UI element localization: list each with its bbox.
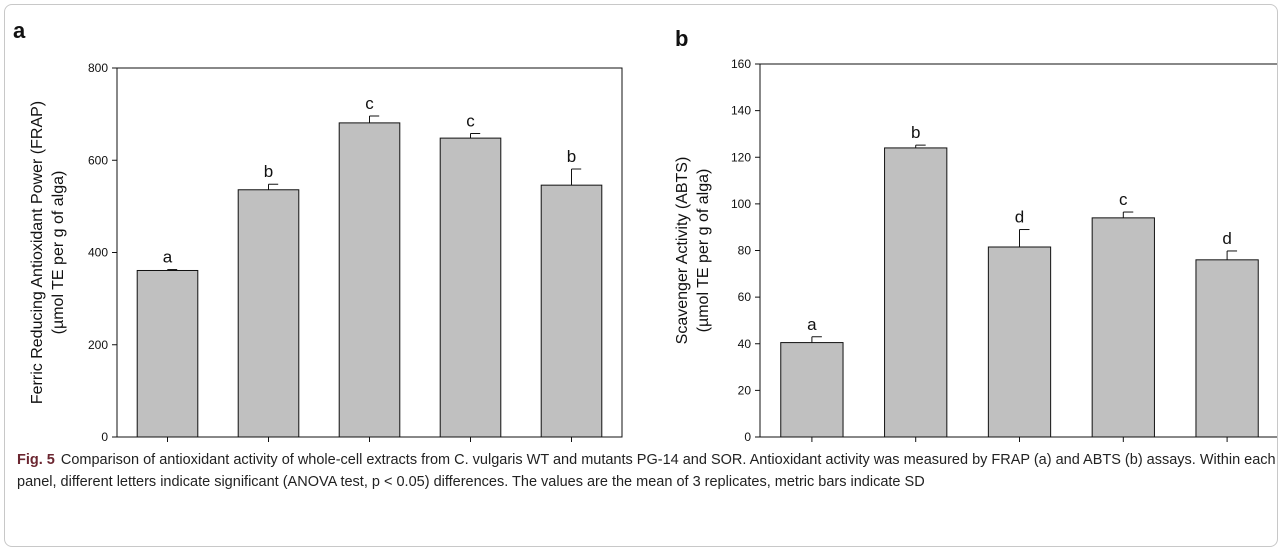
significance-label: d	[1015, 208, 1024, 227]
bar	[136, 269, 199, 438]
significance-label: c	[466, 111, 475, 130]
significance-label: d	[1222, 229, 1231, 248]
significance-label: b	[567, 147, 576, 166]
panel-letter-b: b	[675, 26, 688, 51]
bar	[439, 137, 502, 438]
caption-text: Comparison of antioxidant activity of wh…	[17, 452, 1276, 490]
chart-canvas: a0200400600800WTaPG-14bSOR-1cSOR-5cSOR-6…	[13, 18, 1277, 444]
y-tick-label: 80	[738, 244, 752, 258]
figure: a0200400600800WTaPG-14bSOR-1cSOR-5cSOR-6…	[4, 4, 1278, 547]
figure-caption: Fig. 5 Comparison of antioxidant activity…	[17, 449, 1277, 493]
y-tick-label: 800	[88, 61, 108, 75]
y-tick-label: 200	[88, 338, 108, 352]
significance-label: c	[365, 94, 374, 113]
y-tick-label: 0	[101, 430, 108, 444]
y-axis-title: Scavenger Activity (ABTS)	[674, 157, 691, 345]
y-tick-label: 40	[738, 337, 752, 351]
bar	[540, 184, 603, 438]
significance-label: a	[807, 315, 817, 334]
significance-label: c	[1119, 190, 1128, 209]
significance-label: b	[911, 123, 920, 142]
y-tick-label: 0	[744, 430, 751, 444]
figure-label: Fig. 5	[17, 452, 55, 468]
bar	[884, 147, 948, 438]
y-tick-label: 600	[88, 153, 108, 167]
significance-label: a	[163, 248, 173, 267]
y-tick-label: 160	[731, 57, 751, 71]
y-axis-title: Ferric Reducing Antioxidant Power (FRAP)	[29, 101, 46, 404]
bar	[338, 122, 401, 438]
y-tick-label: 140	[731, 104, 751, 118]
y-tick-label: 20	[738, 383, 752, 397]
bar	[237, 189, 300, 438]
bar	[780, 342, 844, 438]
y-axis-subtitle: (µmol TE per g of alga)	[50, 171, 67, 335]
bar	[1195, 259, 1259, 438]
y-tick-label: 100	[731, 197, 751, 211]
significance-label: b	[264, 162, 273, 181]
y-tick-label: 120	[731, 150, 751, 164]
panel-letter-a: a	[13, 18, 26, 43]
bar	[987, 246, 1052, 438]
y-axis-subtitle: (µmol TE per g of alga)	[695, 169, 712, 333]
bar	[1091, 217, 1155, 438]
y-tick-label: 60	[738, 290, 752, 304]
y-tick-label: 400	[88, 246, 108, 260]
